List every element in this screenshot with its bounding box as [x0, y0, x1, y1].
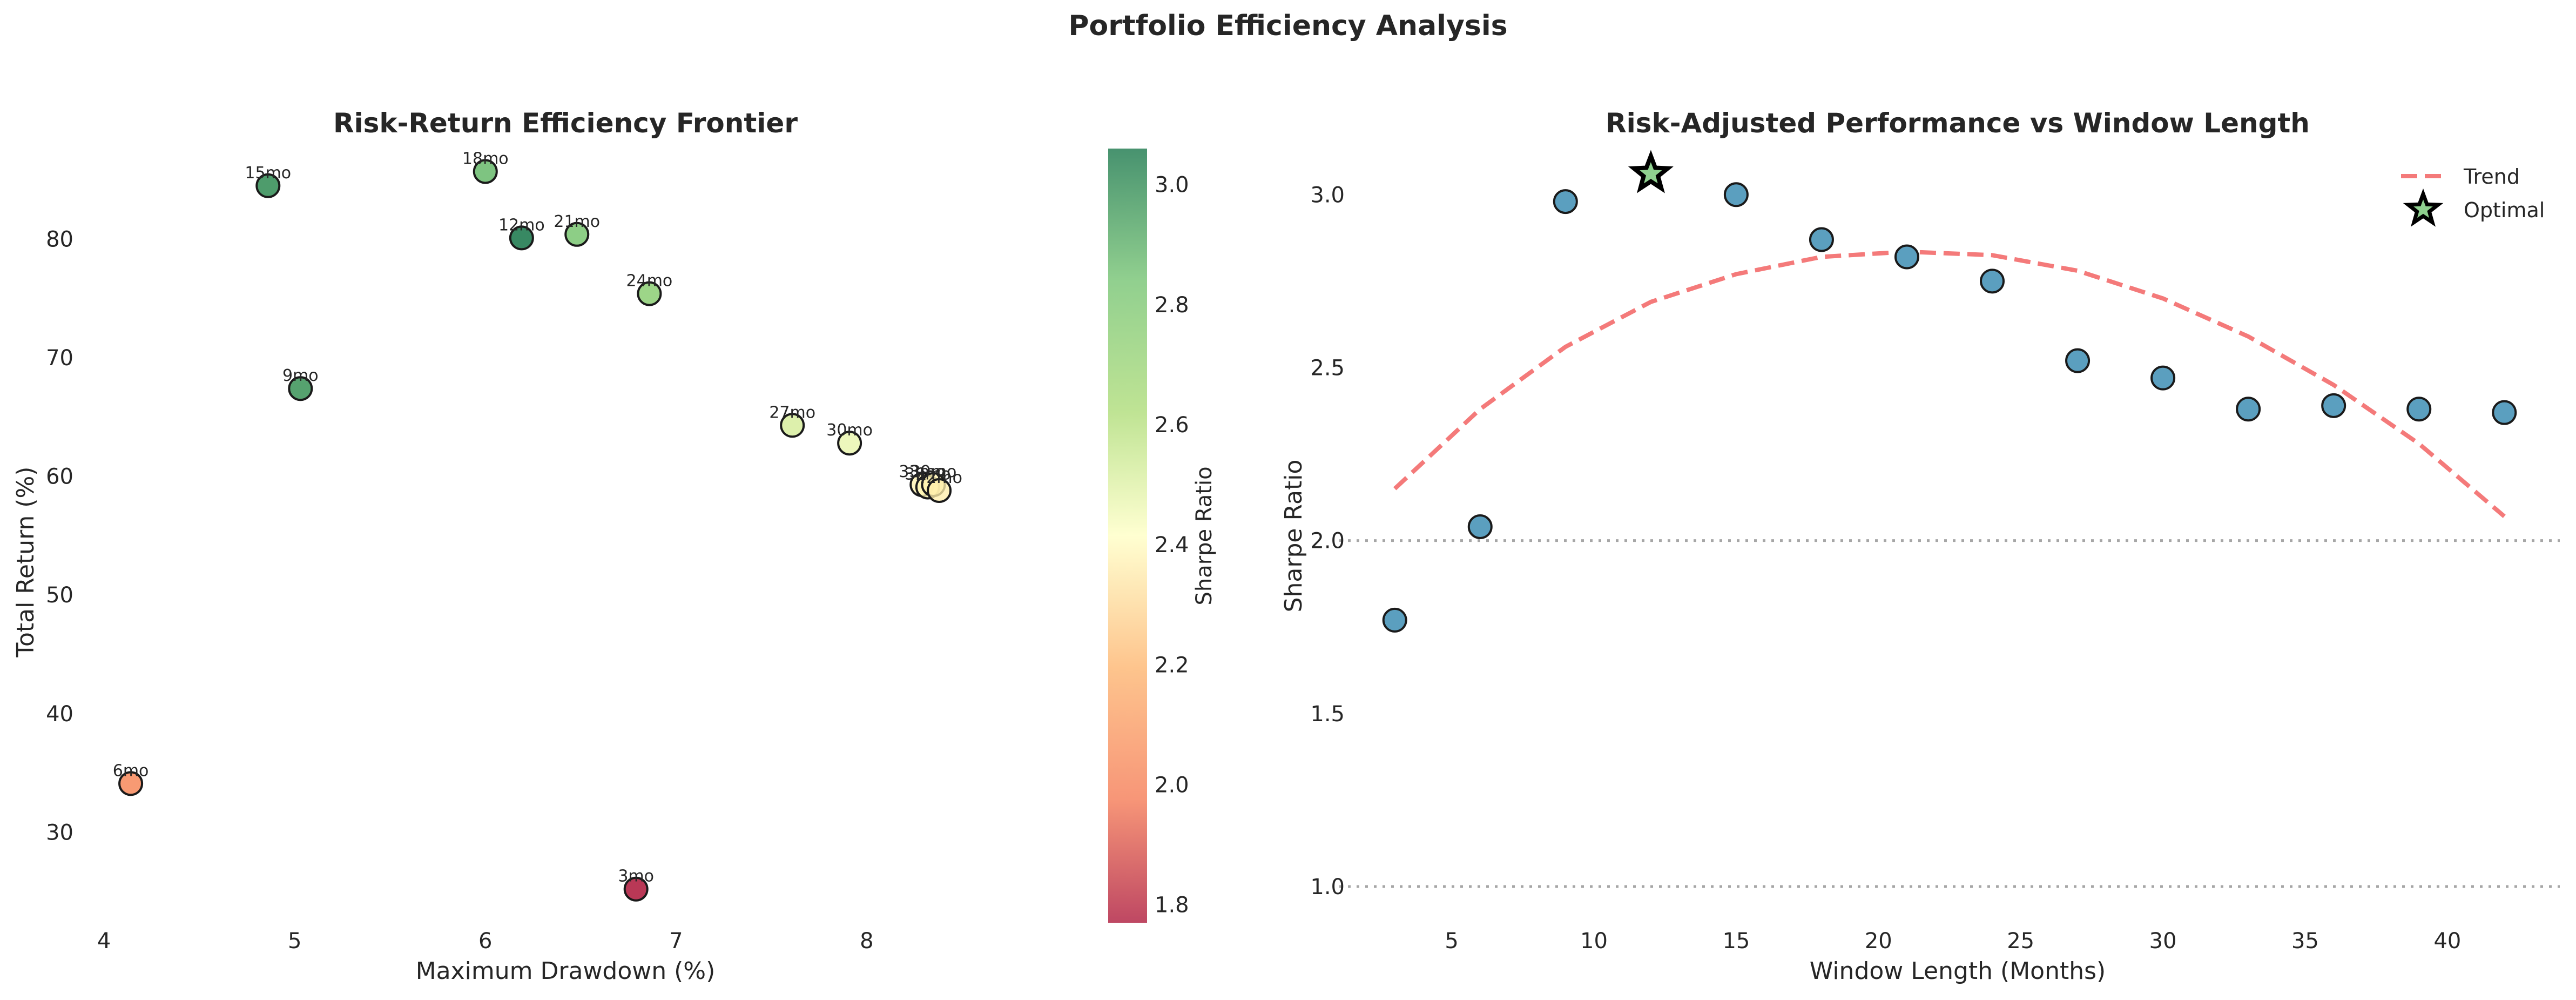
right-x-tick-label: 10	[1580, 929, 1608, 954]
left-y-tick-label: 30	[46, 820, 73, 845]
right-x-axis-label: Window Length (Months)	[1810, 957, 2106, 985]
right-point-marker	[1553, 189, 1578, 214]
optimal-marker	[1628, 150, 1674, 193]
right-x-tick-label: 20	[1865, 929, 1892, 954]
right-y-tick-label: 1.0	[1310, 875, 1345, 900]
legend-trend-label: Trend	[2463, 165, 2520, 189]
left-x-ticks: 4 5 6 7 8	[97, 929, 874, 954]
right-y-tick-label: 1.5	[1310, 702, 1345, 727]
left-point-label: 9mo	[282, 366, 319, 385]
right-point-marker	[1809, 227, 1834, 252]
right-x-ticks: 5 10 15 20 25 30 35 40	[1445, 929, 2461, 954]
right-y-tick-label: 3.0	[1310, 183, 1345, 207]
left-point-label: 39mo	[911, 462, 957, 481]
right-point-marker	[2150, 365, 2176, 391]
right-x-tick-label: 35	[2291, 929, 2319, 954]
left-y-tick-label: 50	[46, 583, 73, 608]
left-point-label: 30mo	[826, 421, 873, 440]
left-chart: Risk-Return Efficiency Frontier 30 40 50 60…	[12, 108, 962, 985]
colorbar-tick-label: 2.6	[1155, 413, 1189, 438]
right-x-tick-label: 5	[1445, 929, 1458, 954]
left-point-labels: 3mo 6mo 9mo 12mo 15mo 18mo 21mo 24mo 27mo 30mo 33m…	[113, 149, 962, 885]
left-point-marker	[623, 876, 649, 902]
optimal-star-icon	[1628, 150, 1674, 193]
left-point-label: 27mo	[769, 403, 815, 422]
legend-optimal-label: Optimal	[2464, 198, 2545, 222]
right-y-tick-label: 2.0	[1310, 529, 1345, 554]
left-y-tick-label: 60	[46, 465, 73, 489]
left-x-axis-label: Maximum Drawdown (%)	[416, 957, 716, 985]
figure-title: Portfolio Efficiency Analysis	[1068, 10, 1507, 42]
right-point-marker	[2065, 348, 2091, 373]
left-point-label: 24mo	[626, 272, 673, 291]
left-point-label: 42mo	[916, 468, 962, 487]
right-points	[1382, 182, 2517, 633]
left-point-label: 36mo	[905, 465, 951, 484]
colorbar-tick-label: 3.0	[1155, 173, 1189, 198]
right-point-marker	[1723, 182, 1749, 207]
left-x-tick-label: 4	[97, 929, 111, 954]
left-x-tick-label: 8	[860, 929, 873, 954]
left-chart-title: Risk-Return Efficiency Frontier	[333, 108, 798, 139]
colorbar-tick-label: 1.8	[1155, 893, 1189, 918]
right-x-tick-label: 25	[2007, 929, 2034, 954]
trend-line	[1393, 249, 2506, 518]
right-x-tick-label: 30	[2149, 929, 2177, 954]
colorbar-ticks: 1.8 2.0 2.2 2.4 2.6 2.8 3.0	[1155, 173, 1189, 918]
right-point-marker	[2406, 397, 2432, 422]
right-point-marker	[2492, 400, 2517, 425]
left-point-marker	[473, 159, 498, 184]
right-point-marker	[1980, 269, 2005, 294]
legend: Trend Optimal	[2401, 165, 2545, 227]
colorbar-tick-label: 2.0	[1155, 773, 1189, 798]
colorbar-tick-label: 2.8	[1155, 293, 1189, 318]
right-y-ticks: 1.0 1.5 2.0 2.5 3.0	[1310, 183, 1345, 900]
right-reference-lines	[1339, 539, 2560, 888]
left-point-marker	[255, 173, 281, 198]
left-point-marker	[118, 771, 144, 796]
right-y-tick-label: 2.5	[1310, 355, 1345, 380]
left-y-axis-label: Total Return (%)	[12, 467, 39, 658]
left-point-label: 18mo	[462, 149, 509, 168]
colorbar-label: Sharpe Ratio	[1192, 466, 1217, 605]
right-x-tick-label: 15	[1722, 929, 1750, 954]
left-x-tick-label: 5	[288, 929, 301, 954]
left-y-tick-label: 80	[46, 227, 73, 252]
left-point-marker	[837, 431, 862, 456]
left-point-label: 12mo	[498, 216, 545, 234]
left-point-marker	[509, 225, 534, 251]
right-chart-title: Risk-Adjusted Performance vs Window Leng…	[1606, 108, 2310, 139]
left-point-label: 15mo	[245, 164, 291, 183]
right-y-axis-label: Sharpe Ratio	[1280, 460, 1307, 613]
left-points	[118, 159, 952, 902]
right-point-marker	[1894, 244, 1919, 270]
left-y-tick-label: 70	[46, 346, 73, 371]
colorbar-tick-label: 2.4	[1155, 533, 1189, 558]
colorbar: 1.8 2.0 2.2 2.4 2.6 2.8 3.0 Sharpe Ratio	[1108, 149, 1217, 923]
left-x-tick-label: 7	[669, 929, 683, 954]
right-x-tick-label: 40	[2433, 929, 2461, 954]
colorbar-tick-label: 2.2	[1155, 653, 1189, 677]
left-point-marker	[927, 478, 952, 504]
left-point-marker	[780, 413, 805, 438]
left-x-tick-label: 6	[478, 929, 492, 954]
right-point-marker	[2236, 397, 2261, 422]
right-point-marker	[1467, 514, 1493, 539]
left-point-marker	[637, 281, 662, 306]
colorbar-gradient	[1108, 149, 1147, 923]
right-point-marker	[1382, 607, 1407, 633]
right-chart: Risk-Adjusted Performance vs Window Leng…	[1280, 108, 2560, 985]
left-point-label: 33mo	[899, 462, 945, 481]
left-point-marker	[564, 222, 590, 247]
legend-optimal-star-icon	[2403, 188, 2444, 227]
left-y-tick-label: 40	[46, 702, 73, 727]
left-point-label: 6mo	[113, 761, 149, 780]
left-y-ticks: 30 40 50 60 70 80	[46, 227, 73, 845]
right-point-marker	[2321, 393, 2346, 418]
left-point-marker	[288, 376, 313, 401]
left-point-label: 3mo	[618, 867, 654, 886]
left-point-label: 21mo	[554, 212, 600, 231]
